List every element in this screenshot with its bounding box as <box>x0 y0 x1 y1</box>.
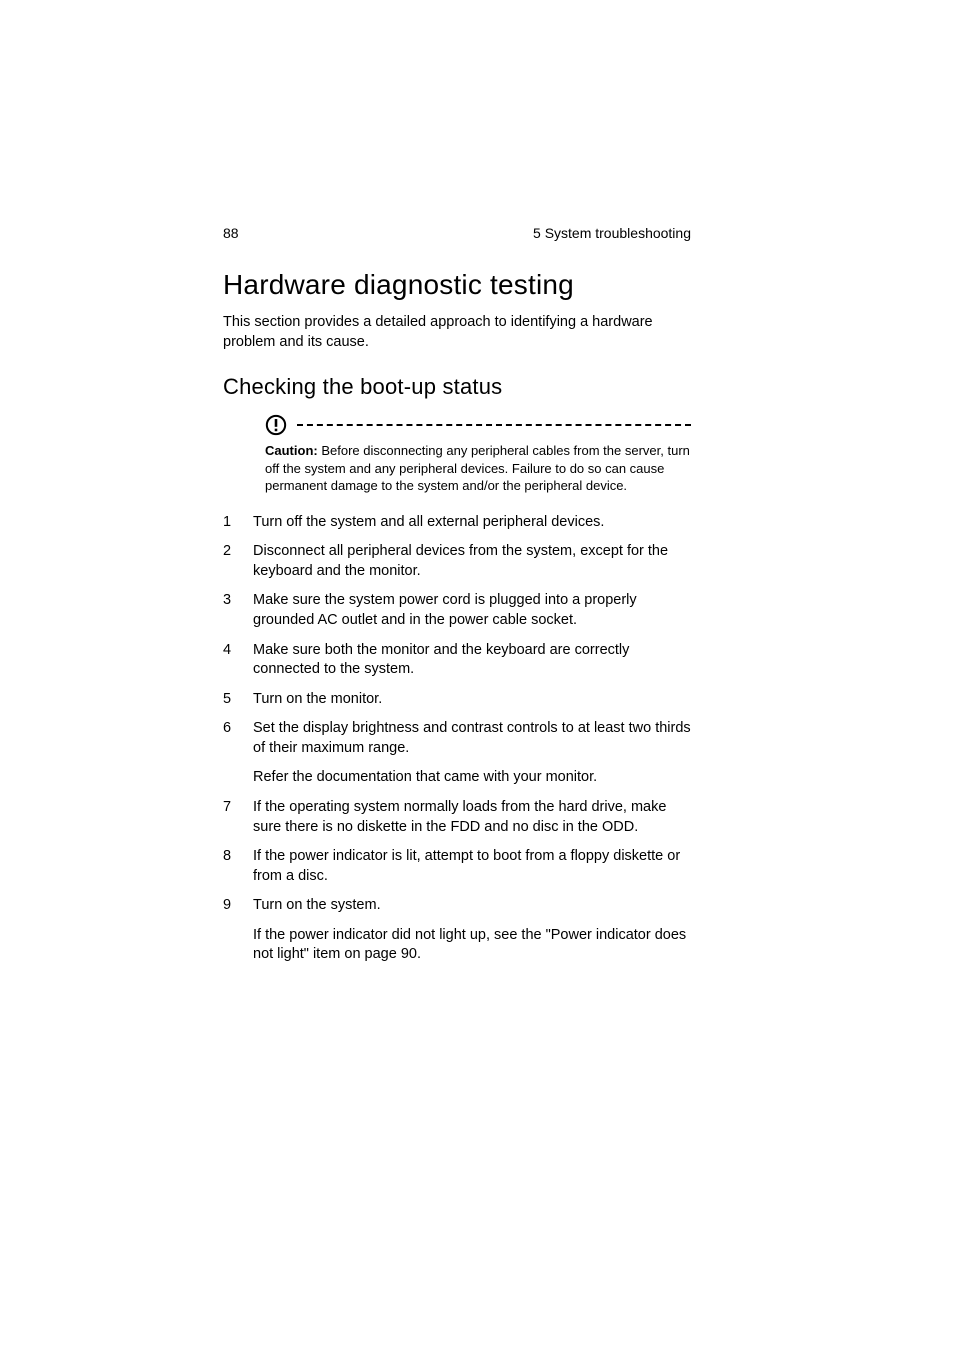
steps-list: 1 Turn off the system and all external p… <box>223 513 691 965</box>
step-number: 1 <box>223 513 253 533</box>
caution-header <box>265 414 691 436</box>
page-header: 88 5 System troubleshooting <box>223 225 691 241</box>
list-item: 3 Make sure the system power cord is plu… <box>223 591 691 630</box>
caution-divider <box>297 424 691 426</box>
step-text: If the power indicator is lit, attempt t… <box>253 847 691 886</box>
list-item: 4 Make sure both the monitor and the key… <box>223 641 691 680</box>
caution-icon <box>265 414 287 436</box>
list-item: 5 Turn on the monitor. <box>223 690 691 710</box>
heading-checking-bootup: Checking the boot-up status <box>223 374 691 400</box>
chapter-title: 5 System troubleshooting <box>533 225 691 241</box>
step-text: Turn off the system and all external per… <box>253 513 691 533</box>
caution-block: Caution: Before disconnecting any periph… <box>265 414 691 495</box>
caution-text: Caution: Before disconnecting any periph… <box>265 442 691 495</box>
step-number: 4 <box>223 641 253 680</box>
step-number: 9 <box>223 896 253 965</box>
step-sub-text: If the power indicator did not light up,… <box>253 926 691 965</box>
intro-paragraph: This section provides a detailed approac… <box>223 313 691 352</box>
list-item: 8 If the power indicator is lit, attempt… <box>223 847 691 886</box>
step-text: Make sure both the monitor and the keybo… <box>253 641 691 680</box>
list-item: 2 Disconnect all peripheral devices from… <box>223 542 691 581</box>
step-text: If the operating system normally loads f… <box>253 798 691 837</box>
step-text: Disconnect all peripheral devices from t… <box>253 542 691 581</box>
caution-label: Caution: <box>265 443 318 458</box>
step-text: Make sure the system power cord is plugg… <box>253 591 691 630</box>
step-text: Turn on the monitor. <box>253 690 691 710</box>
step-text: Set the display brightness and contrast … <box>253 719 691 788</box>
list-item: 1 Turn off the system and all external p… <box>223 513 691 533</box>
step-number: 3 <box>223 591 253 630</box>
step-number: 5 <box>223 690 253 710</box>
step-main-text: Set the display brightness and contrast … <box>253 720 691 756</box>
step-number: 8 <box>223 847 253 886</box>
step-main-text: Turn on the system. <box>253 897 381 913</box>
step-text: Turn on the system. If the power indicat… <box>253 896 691 965</box>
list-item: 9 Turn on the system. If the power indic… <box>223 896 691 965</box>
step-number: 6 <box>223 719 253 788</box>
caution-body: Before disconnecting any peripheral cabl… <box>265 443 690 493</box>
heading-hardware-diagnostic: Hardware diagnostic testing <box>223 269 691 301</box>
step-sub-text: Refer the documentation that came with y… <box>253 768 691 788</box>
list-item: 6 Set the display brightness and contras… <box>223 719 691 788</box>
list-item: 7 If the operating system normally loads… <box>223 798 691 837</box>
step-number: 7 <box>223 798 253 837</box>
page-content: 88 5 System troubleshooting Hardware dia… <box>223 225 691 975</box>
step-number: 2 <box>223 542 253 581</box>
page-number: 88 <box>223 225 239 241</box>
